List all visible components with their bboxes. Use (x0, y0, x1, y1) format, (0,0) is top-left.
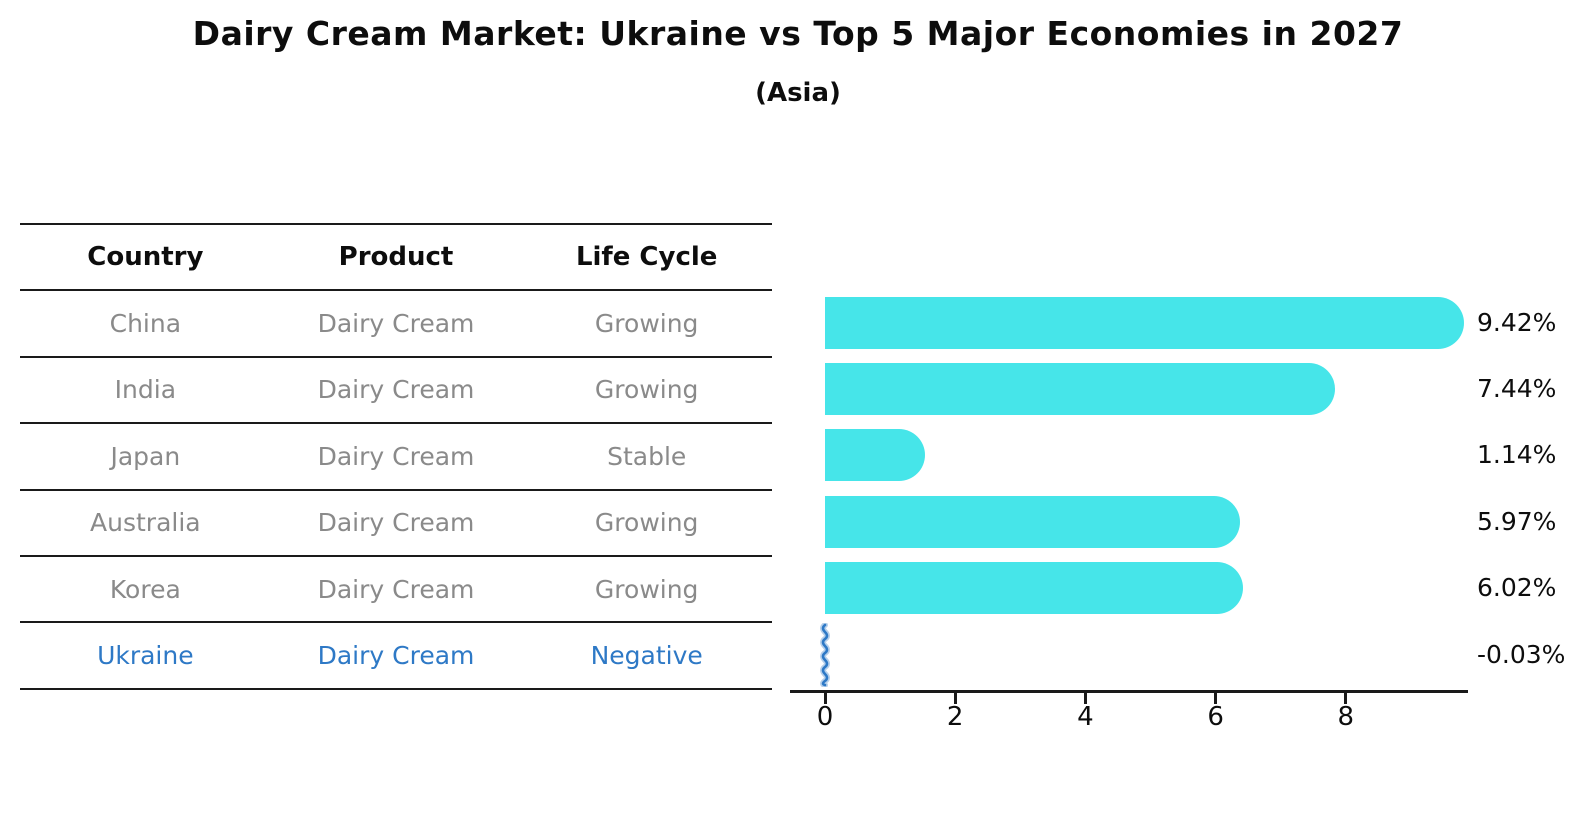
table-row-china: China Dairy Cream Growing (20, 291, 772, 358)
table-header-row: Country Product Life Cycle (20, 225, 772, 292)
cell-life-cycle: Growing (594, 574, 699, 604)
x-tick-label-0: 0 (816, 702, 834, 732)
value-label-korea: 6.02% (1477, 573, 1557, 603)
value-label-india: 7.44% (1477, 374, 1557, 403)
cell-product: Dairy Cream (317, 441, 475, 471)
cell-life-cycle: Growing (594, 508, 699, 538)
cell-life-cycle: Stable (607, 441, 687, 471)
column-header-product: Product (338, 242, 454, 273)
value-label-china: 9.42% (1477, 307, 1557, 337)
value-label-japan: 1.14% (1477, 440, 1557, 470)
cell-life-cycle: Growing (594, 309, 699, 339)
cell-country: India (114, 375, 177, 405)
cell-product: Dairy Cream (317, 309, 475, 339)
cell-product: Dairy Cream (317, 641, 475, 671)
value-label-australia: 5.97% (1477, 506, 1557, 536)
column-header-life-cycle: Life Cycle (575, 242, 718, 273)
x-tick-mark-2 (953, 693, 957, 704)
squiggle-bar-ukraine (820, 622, 830, 687)
table-row-korea: Korea Dairy Cream Growing (20, 557, 772, 624)
cell-country: Australia (90, 508, 201, 538)
bar-korea (825, 562, 1243, 615)
chart-subtitle: (Asia) (755, 78, 841, 108)
cell-country: Korea (109, 574, 181, 604)
x-tick-label-2: 2 (946, 702, 964, 732)
cell-product: Dairy Cream (317, 375, 475, 405)
x-tick-label-6: 6 (1207, 702, 1224, 732)
cell-life-cycle: Negative (590, 641, 703, 671)
cell-product: Dairy Cream (317, 574, 475, 604)
bar-china (825, 296, 1465, 349)
x-tick-label-8: 8 (1337, 702, 1355, 732)
country-table: Country Product Life Cycle China Dairy Cr… (20, 223, 772, 690)
x-tick-mark-8 (1344, 693, 1348, 704)
table-row-ukraine: Ukraine Dairy Cream Negative (20, 623, 772, 690)
bar-japan (825, 429, 926, 482)
column-header-country: Country (87, 242, 204, 273)
x-tick-mark-0 (823, 693, 827, 704)
table-body: China Dairy Cream Growing India Dairy Cream G… (20, 291, 772, 690)
table-row-india: India Dairy Cream Growing (20, 358, 772, 425)
cell-country: Japan (110, 441, 181, 471)
table-row-australia: Australia Dairy Cream Growing (20, 491, 772, 557)
x-tick-mark-4 (1083, 693, 1087, 704)
x-tick-mark-6 (1214, 693, 1218, 704)
cell-country: China (109, 309, 182, 339)
table-row-japan: Japan Dairy Cream Stable (20, 424, 772, 491)
page-title: Dairy Cream Market: Ukraine vs Top 5 Maj… (192, 14, 1404, 53)
bar-australia (825, 495, 1240, 548)
cell-life-cycle: Growing (594, 375, 699, 405)
cell-country: Ukraine (97, 641, 194, 671)
x-tick-label-4: 4 (1077, 702, 1094, 732)
value-label-ukraine: -0.03% (1477, 639, 1566, 669)
x-axis-line (790, 690, 1468, 693)
cell-product: Dairy Cream (317, 508, 475, 538)
bar-india (825, 363, 1336, 415)
